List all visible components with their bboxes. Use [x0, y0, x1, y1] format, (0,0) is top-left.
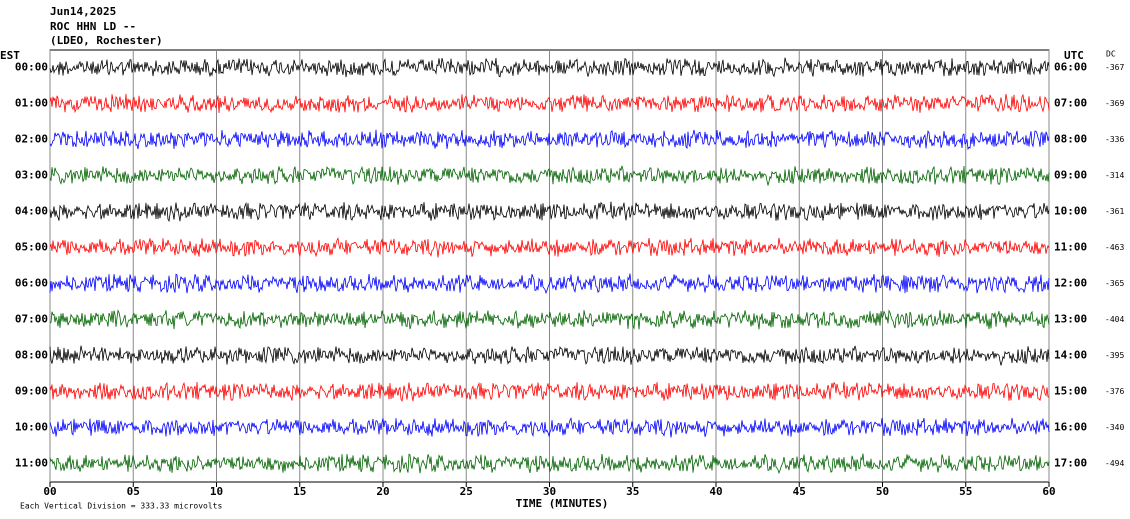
est-label: 00:00	[15, 61, 48, 74]
utc-label: 16:00	[1054, 421, 1087, 434]
trace	[49, 416, 1050, 438]
utc-label: 09:00	[1054, 169, 1087, 182]
utc-label: 13:00	[1054, 313, 1087, 326]
x-tick-label: 60	[1042, 485, 1055, 498]
utc-label: 15:00	[1054, 385, 1087, 398]
utc-label: 17:00	[1054, 457, 1087, 470]
chart-subtitle: ROC HHN LD --	[50, 20, 136, 33]
dc-value: -314	[1105, 171, 1124, 180]
dc-value: -367	[1105, 63, 1124, 72]
dc-value: -361	[1105, 207, 1124, 216]
utc-label: 06:00	[1054, 61, 1087, 74]
trace	[49, 165, 1050, 186]
dc-value: -395	[1105, 351, 1124, 360]
trace	[49, 129, 1050, 151]
est-label: 06:00	[15, 277, 48, 290]
x-tick-label: 35	[626, 485, 639, 498]
right-axis-label: UTC	[1064, 49, 1084, 62]
dc-value: -340	[1105, 423, 1124, 432]
dc-value: -463	[1105, 243, 1124, 252]
trace	[49, 93, 1050, 114]
dc-value: -404	[1105, 315, 1124, 324]
x-tick-label: 50	[876, 485, 889, 498]
est-label: 11:00	[15, 457, 48, 470]
dc-value: -494	[1105, 459, 1124, 468]
x-tick-label: 20	[376, 485, 389, 498]
utc-label: 10:00	[1054, 205, 1087, 218]
dc-value: -376	[1105, 387, 1124, 396]
est-label: 01:00	[15, 97, 48, 110]
trace	[49, 453, 1050, 475]
x-tick-label: 40	[709, 485, 722, 498]
utc-label: 11:00	[1054, 241, 1087, 254]
est-label: 10:00	[15, 421, 48, 434]
trace	[49, 381, 1050, 403]
est-label: 03:00	[15, 169, 48, 182]
trace	[49, 345, 1050, 366]
est-label: 08:00	[15, 349, 48, 362]
chart-title: Jun14,2025	[50, 5, 116, 18]
est-label: 05:00	[15, 241, 48, 254]
x-tick-label: 55	[959, 485, 972, 498]
x-tick-label: 30	[543, 485, 556, 498]
trace	[49, 236, 1050, 258]
trace	[49, 273, 1050, 295]
est-label: 04:00	[15, 205, 48, 218]
x-tick-label: 45	[793, 485, 806, 498]
dc-value: -365	[1105, 279, 1124, 288]
trace	[49, 57, 1050, 78]
x-tick-label: 15	[293, 485, 306, 498]
est-label: 09:00	[15, 385, 48, 398]
trace	[49, 201, 1050, 223]
dc-value: -336	[1105, 135, 1124, 144]
x-tick-label: 05	[127, 485, 140, 498]
est-label: 07:00	[15, 313, 48, 326]
x-tick-label: 25	[460, 485, 473, 498]
scale-note: Each Vertical Division = 333.33 microvol…	[20, 502, 222, 511]
utc-label: 07:00	[1054, 97, 1087, 110]
utc-label: 12:00	[1054, 277, 1087, 290]
left-axis-label: EST	[0, 49, 20, 62]
dc-value: -369	[1105, 99, 1124, 108]
dc-label: DC	[1106, 50, 1116, 59]
est-label: 02:00	[15, 133, 48, 146]
utc-label: 14:00	[1054, 349, 1087, 362]
x-tick-label: 10	[210, 485, 223, 498]
station: (LDEO, Rochester)	[50, 34, 163, 47]
trace	[49, 309, 1050, 330]
utc-label: 08:00	[1054, 133, 1087, 146]
x-axis-label: TIME (MINUTES)	[516, 497, 609, 510]
x-tick-label: 00	[43, 485, 56, 498]
